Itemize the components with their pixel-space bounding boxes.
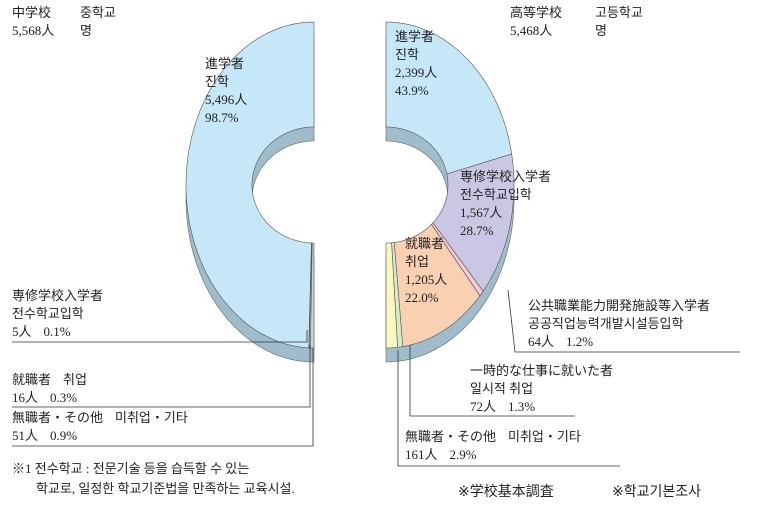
title-ko: 중학교 [80, 5, 116, 20]
slice-label: 5,496人 [205, 92, 247, 107]
slice-label: 64人 [528, 334, 554, 349]
slice-label: 2,399人 [395, 65, 437, 80]
slice-label: 51人 [12, 428, 38, 443]
slice-label: 進学者 [205, 56, 244, 71]
slice-label: 5人 [12, 324, 32, 339]
source: ※学校基本調査 [458, 483, 554, 500]
slice-label: 미취업・기타 [508, 429, 581, 444]
slice-label: 미취업・기타 [115, 410, 188, 425]
total: 5,568人 [12, 23, 54, 38]
slice-label: 전수학교입학 [460, 187, 532, 202]
slice-label: 2.9% [450, 447, 477, 462]
footnote: ※1 전수학교 : 전문기술 등을 습득할 수 있는 [12, 461, 249, 476]
slice-label: 98.7% [205, 110, 239, 125]
slice-label: 1,567人 [460, 205, 502, 220]
slice-label: 1.2% [566, 334, 593, 349]
slice-label: 취업 [405, 254, 429, 269]
title-ko: 고등학교 [595, 5, 643, 20]
slice-label: 22.0% [405, 290, 439, 305]
slice-label: 취업 [63, 372, 87, 387]
slice-label: 161人 [405, 447, 438, 462]
slice-label: 無職者・その他 [12, 410, 103, 425]
total-ko: 명 [595, 23, 607, 38]
title: 高等学校 [510, 5, 562, 20]
slice-label: 16人 [12, 390, 38, 405]
title: 中学校 [12, 5, 51, 20]
leader-line [12, 345, 311, 408]
leader-line [397, 350, 620, 467]
slice-label: 専修学校入学者 [12, 288, 103, 303]
slice-label: 72人 [470, 399, 496, 414]
slice-label: 専修学校入学者 [460, 169, 551, 184]
slice-label: 0.3% [50, 390, 77, 405]
slice [385, 21, 513, 175]
footnote: 학교로, 일정한 학교기준법을 만족하는 교육시설. [36, 481, 295, 496]
slice-label: 43.9% [395, 83, 429, 98]
leader-line [12, 330, 308, 343]
slice-label: 공공직업능력개발시설등입학 [528, 316, 684, 331]
slice-label: 就職者 [405, 236, 444, 251]
total-ko: 명 [80, 23, 92, 38]
slice-label: 1.3% [508, 399, 535, 414]
slice-label: 就職者 [12, 372, 51, 387]
slice-label: 一時的な仕事に就いた者 [470, 363, 613, 378]
pies [185, 21, 515, 363]
slice-label: 0.1% [44, 324, 71, 339]
labels: 進学者 진학 5,496人 98.7% 専修学校入学者 전수학교입학 5人 0.1% 就職者 취업… [12, 29, 740, 467]
slice-label: 일시적 취업 [470, 381, 533, 396]
slice-label: 公共職業能力開発施設等入学者 [528, 298, 710, 313]
slice-label: 進学者 [395, 29, 434, 44]
leader-line [507, 289, 740, 353]
slice-label: 28.7% [460, 223, 494, 238]
slice-label: 진학 [395, 47, 419, 62]
slice-label: 진학 [205, 74, 229, 89]
slice-label: 전수학교입학 [12, 306, 84, 321]
total: 5,468人 [510, 23, 552, 38]
slice-label: 1,205人 [405, 272, 447, 287]
slice-label: 0.9% [50, 428, 77, 443]
slice-label: 無職者・その他 [405, 429, 496, 444]
leader-line [409, 345, 575, 417]
slice [310, 242, 315, 349]
slice [385, 242, 398, 349]
source: ※학교기본조사 [612, 484, 701, 500]
leader-line [12, 348, 314, 447]
